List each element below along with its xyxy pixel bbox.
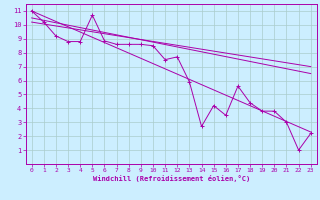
X-axis label: Windchill (Refroidissement éolien,°C): Windchill (Refroidissement éolien,°C) [92,175,250,182]
